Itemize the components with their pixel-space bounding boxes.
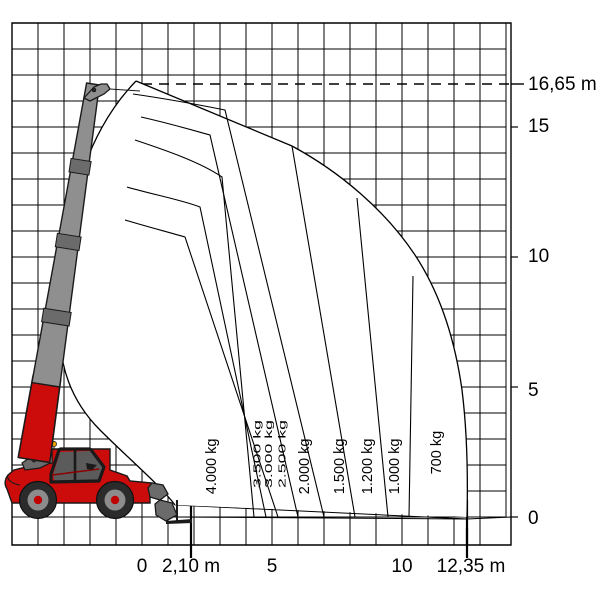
svg-text:10: 10	[391, 556, 412, 577]
svg-text:5: 5	[267, 556, 278, 577]
svg-text:3.500 kg: 3.500 kg	[252, 420, 264, 488]
svg-text:5: 5	[528, 380, 539, 401]
svg-text:12,35 m: 12,35 m	[437, 556, 506, 577]
svg-text:15: 15	[528, 116, 549, 137]
svg-text:1.500 kg: 1.500 kg	[332, 439, 348, 495]
svg-text:2,10 m: 2,10 m	[162, 556, 220, 577]
svg-text:4.000 kg: 4.000 kg	[204, 439, 220, 495]
svg-text:700 kg: 700 kg	[429, 431, 445, 475]
svg-text:10: 10	[528, 246, 549, 267]
svg-text:1.200 kg: 1.200 kg	[360, 439, 376, 495]
svg-text:2.500 kg: 2.500 kg	[277, 420, 289, 488]
svg-text:3.000 kg: 3.000 kg	[263, 420, 275, 488]
svg-text:0: 0	[528, 508, 539, 529]
svg-text:1.000 kg: 1.000 kg	[387, 439, 403, 495]
svg-text:16,65 m: 16,65 m	[528, 74, 597, 95]
svg-text:0: 0	[137, 556, 148, 577]
svg-text:2.000 kg: 2.000 kg	[297, 439, 313, 495]
